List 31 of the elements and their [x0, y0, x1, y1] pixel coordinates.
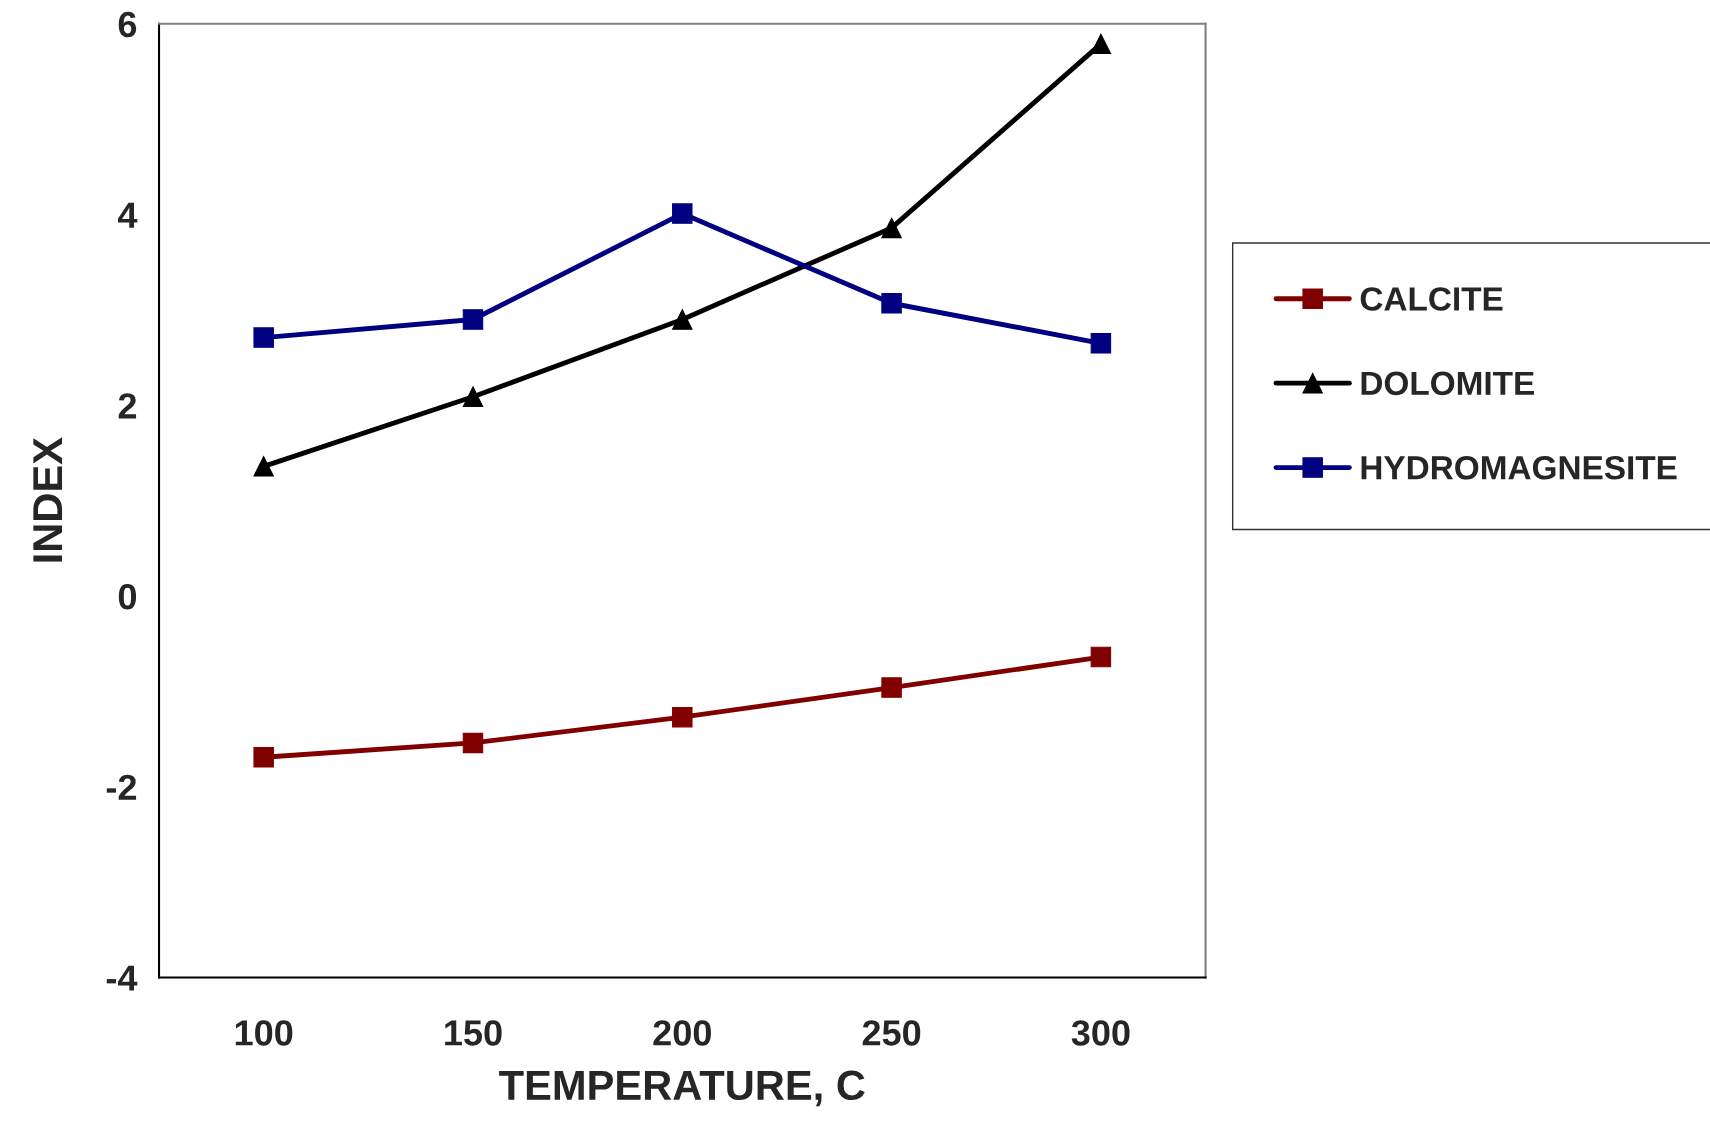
- point: [881, 293, 902, 314]
- point: [672, 309, 693, 330]
- point: [253, 746, 274, 768]
- y-axis-title: INDEX: [33, 437, 63, 562]
- point: [881, 677, 902, 698]
- y-tick-label: 4: [117, 202, 138, 228]
- x-tick-label: 200: [653, 1020, 711, 1046]
- point: [881, 217, 902, 239]
- y-tick-label: 0: [118, 583, 137, 610]
- point: [462, 386, 484, 407]
- x-tick-label: 250: [862, 1020, 921, 1046]
- legend-label: DOLOMITE: [1361, 371, 1534, 396]
- y-tick-label: 6: [118, 11, 137, 38]
- point: [1090, 646, 1112, 668]
- x-tick-label: 300: [1071, 1020, 1130, 1046]
- y-tick-label: 2: [118, 393, 137, 419]
- legend-label: HYDROMAGNESITE: [1361, 455, 1677, 480]
- point: [672, 203, 693, 224]
- y-tick-label: -2: [106, 774, 137, 800]
- point: [253, 456, 274, 477]
- point: [253, 327, 274, 348]
- x-axis-title: TEMPERATURE, C: [499, 1070, 865, 1107]
- point: [1090, 33, 1112, 55]
- point: [672, 706, 693, 728]
- y-tick-label: -4: [106, 965, 138, 991]
- point: [462, 732, 484, 754]
- legend-label: CALCITE: [1360, 287, 1503, 311]
- point: [462, 309, 484, 330]
- point: [1090, 333, 1112, 354]
- x-tick-label: 100: [235, 1020, 293, 1046]
- x-tick-label: 150: [445, 1020, 502, 1046]
